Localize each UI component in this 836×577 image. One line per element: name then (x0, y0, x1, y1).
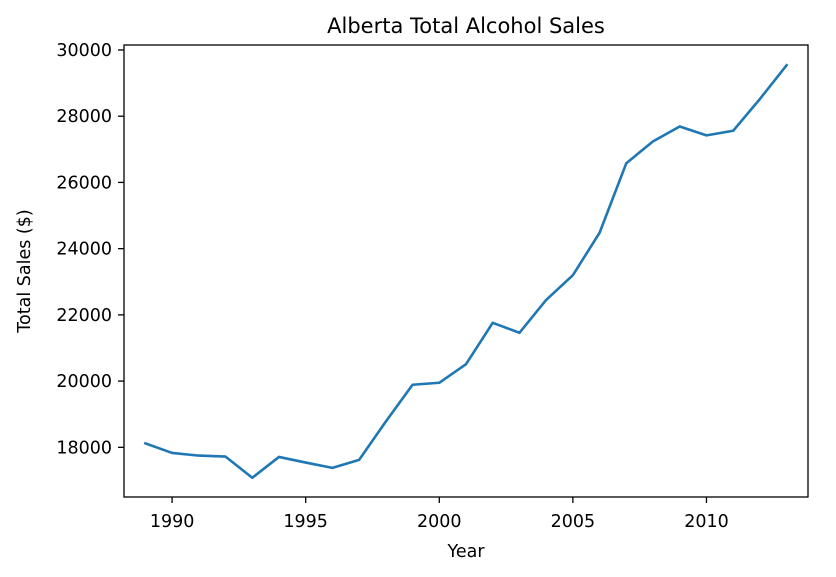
y-tick-label: 30000 (56, 41, 112, 61)
x-tick-label: 1995 (283, 512, 328, 532)
y-tick-label: 26000 (56, 173, 112, 193)
plot-frame (123, 44, 809, 498)
x-tick-label: 2010 (684, 512, 729, 532)
x-axis-ticks: 1990 1995 2000 2005 2010 (150, 497, 729, 532)
y-tick-label: 20000 (56, 372, 112, 392)
series-line-0 (143, 63, 789, 480)
y-axis-ticks: 18000 20000 22000 24000 26000 28000 30000 (56, 41, 124, 458)
y-tick-label: 18000 (56, 438, 112, 458)
x-tick-label: 1990 (150, 512, 195, 532)
x-tick-label: 2005 (551, 512, 596, 532)
x-tick-label: 2000 (417, 512, 462, 532)
chart-title: Alberta Total Alcohol Sales (327, 14, 605, 38)
y-tick-label: 22000 (56, 306, 112, 326)
plot-area (123, 44, 809, 498)
x-axis-title: Year (446, 542, 485, 562)
y-tick-label: 24000 (56, 240, 112, 260)
y-axis-title: Total Sales ($) (15, 209, 35, 333)
y-tick-label: 28000 (56, 107, 112, 127)
